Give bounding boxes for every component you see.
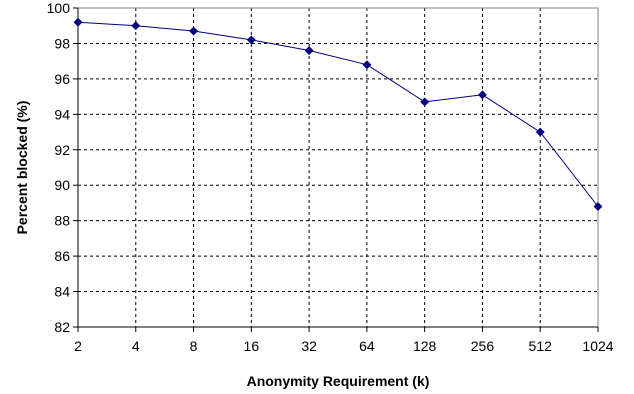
data-point-marker: [304, 45, 314, 56]
data-point-marker: [535, 127, 545, 137]
data-point-marker: [131, 21, 141, 31]
x-tick-label: 1024: [582, 338, 613, 354]
x-tick-label: 8: [190, 338, 198, 354]
y-axis: 82 84 86 88 90 92 94 96 98 100: [47, 0, 79, 335]
y-tick-label: 92: [54, 142, 70, 158]
x-tick-label: 32: [301, 338, 317, 354]
grid-lines: [78, 8, 598, 327]
x-tick-label: 4: [132, 338, 140, 354]
y-tick-label: 98: [54, 35, 70, 51]
x-tick-label: 2: [74, 338, 82, 354]
y-tick-label: 94: [54, 106, 70, 122]
y-tick-label: 88: [54, 213, 70, 229]
y-tick-label: 84: [54, 284, 70, 300]
y-tick-label: 96: [54, 71, 70, 87]
y-tick-label: 86: [54, 248, 70, 264]
data-series: [73, 17, 603, 212]
data-point-marker: [73, 17, 83, 27]
data-point-marker: [189, 26, 199, 36]
x-tick-label: 512: [529, 338, 553, 354]
x-tick-label: 16: [244, 338, 260, 354]
data-point-marker: [593, 201, 603, 212]
x-tick-label: 256: [471, 338, 495, 354]
x-tick-label: 64: [359, 338, 375, 354]
y-tick-label: 90: [54, 177, 70, 193]
data-point-marker: [477, 90, 487, 100]
y-tick-label: 82: [54, 319, 70, 335]
data-point-marker: [420, 97, 430, 107]
x-axis-title: Anonymity Requirement (k): [247, 373, 430, 389]
y-tick-label: 100: [47, 0, 71, 16]
plot-area: [77, 7, 599, 328]
series-line: [77, 21, 599, 207]
y-axis-title: Percent blocked (%): [14, 101, 30, 235]
data-point-marker: [246, 35, 256, 45]
data-point-marker: [362, 60, 372, 70]
x-tick-label: 128: [413, 338, 437, 354]
x-axis: 2 4 8 16 32 64 128 256 512 1024: [74, 326, 614, 354]
